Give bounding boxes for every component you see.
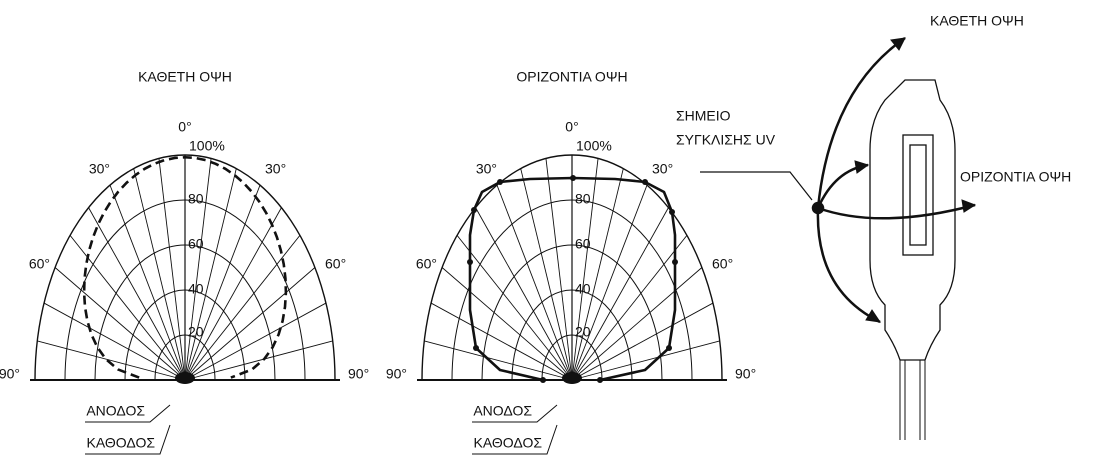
grid-spoke — [69, 235, 186, 381]
curve-dot — [540, 377, 546, 383]
grid-spoke — [496, 184, 573, 381]
grid-spoke — [158, 158, 186, 381]
grid-spoke — [43, 302, 186, 381]
curve-dot — [467, 259, 473, 265]
radial-label: 20 — [575, 324, 591, 340]
angle-label: 30° — [265, 161, 286, 177]
grid-spoke — [441, 267, 573, 381]
lamp-spot — [562, 372, 582, 384]
cathode-label: ΚΑΘΟΔΟΣ — [87, 435, 156, 451]
angle-label: 60° — [712, 256, 733, 272]
grid-spoke — [545, 158, 573, 381]
grid-spoke — [571, 340, 720, 381]
grid-spoke — [424, 340, 573, 381]
angle-label: 60° — [325, 256, 346, 272]
grid-spoke — [571, 235, 688, 381]
grid-spoke — [475, 207, 573, 381]
radial-label: 60 — [188, 236, 204, 252]
grid-spoke — [430, 302, 573, 381]
lamp-spot — [175, 372, 195, 384]
curve-dot — [642, 179, 648, 185]
focus-label: ΣΗΜΕΙΟ — [676, 108, 731, 124]
radial-label: 100% — [576, 138, 612, 154]
grid-spoke — [571, 168, 624, 381]
grid-spoke — [571, 158, 599, 381]
plot-title: ΚΑΘΕΤΗ ΟΨΗ — [138, 69, 232, 85]
horizontal-view-label: ΟΡΙΖΟΝΤΙΑ ΟΨΗ — [960, 169, 1071, 185]
radial-label: 20 — [188, 324, 204, 340]
grid-spoke — [184, 168, 237, 381]
angle-label: 90° — [348, 366, 369, 382]
angle-label: 0° — [178, 119, 191, 135]
grid-spoke — [184, 267, 316, 381]
grid-spoke — [184, 302, 327, 381]
curve-dot — [473, 345, 479, 351]
grid-spoke — [571, 184, 648, 381]
grid-spoke — [184, 158, 212, 381]
grid-spoke — [456, 235, 573, 381]
vertical-view-label: ΚΑΘΕΤΗ ΟΨΗ — [930, 13, 1024, 29]
plot-title: ΟΡΙΖΟΝΤΙΑ ΟΨΗ — [516, 69, 627, 85]
curve-dot — [471, 207, 477, 213]
curve-dot — [672, 259, 678, 265]
grid-spoke — [571, 302, 714, 381]
grid-spoke — [133, 168, 186, 381]
curve-dot — [669, 209, 675, 215]
radial-label: 40 — [575, 281, 591, 297]
grid-spoke — [109, 184, 186, 381]
focus-label: ΣΥΓΚΛΙΣΗΣ UV — [676, 132, 776, 148]
angle-label: 60° — [29, 256, 50, 272]
leader — [85, 404, 171, 455]
angle-label: 0° — [565, 119, 578, 135]
curve-dot — [597, 377, 603, 383]
angle-label: 30° — [652, 161, 673, 177]
radial-label: 80 — [575, 191, 591, 207]
lamp-arrows — [700, 36, 977, 324]
grid-spoke — [184, 235, 301, 381]
grid-spoke — [54, 267, 186, 381]
curve-dot — [570, 175, 576, 181]
radial-label: 100% — [189, 138, 225, 154]
grid-spoke — [88, 207, 186, 381]
cathode-label: ΚΑΘΟΔΟΣ — [474, 435, 543, 451]
grid-spoke — [571, 207, 669, 381]
radial-label: 60 — [575, 236, 591, 252]
curve — [82, 155, 288, 379]
radial-label: 80 — [188, 191, 204, 207]
angle-label: 90° — [0, 366, 20, 382]
curve-dot — [666, 345, 672, 351]
grid-spoke — [184, 184, 261, 381]
grid-spoke — [184, 207, 282, 381]
grid-spoke — [37, 340, 186, 381]
angle-label: 30° — [476, 161, 497, 177]
leader — [472, 404, 558, 455]
angle-label: 90° — [386, 366, 407, 382]
anode-label: ΑΝΟΔΟΣ — [86, 403, 145, 419]
grid-spoke — [571, 267, 703, 381]
angle-label: 90° — [735, 366, 756, 382]
angle-label: 60° — [416, 256, 437, 272]
angle-label: 30° — [89, 161, 110, 177]
curve-dot — [497, 179, 503, 185]
grid-spoke — [520, 168, 573, 381]
grid-spoke — [184, 340, 333, 381]
radial-label: 40 — [188, 281, 204, 297]
anode-label: ΑΝΟΔΟΣ — [473, 403, 532, 419]
lamp — [869, 79, 956, 440]
